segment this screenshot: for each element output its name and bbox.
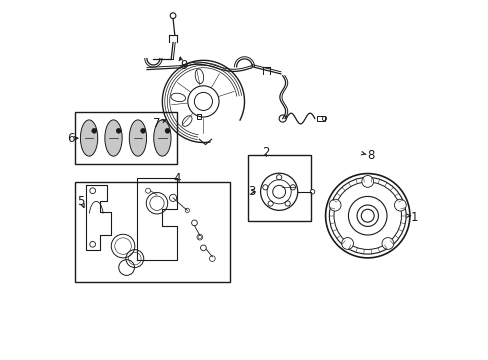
Ellipse shape — [80, 120, 98, 156]
Circle shape — [200, 245, 206, 251]
Circle shape — [341, 238, 353, 249]
Bar — [197, 114, 200, 119]
Circle shape — [361, 209, 373, 222]
Ellipse shape — [129, 120, 146, 156]
Circle shape — [92, 128, 97, 133]
Circle shape — [145, 188, 150, 193]
Bar — [247, 155, 310, 221]
Ellipse shape — [104, 120, 122, 156]
Bar — [316, 116, 324, 121]
Circle shape — [394, 199, 406, 211]
Bar — [75, 182, 230, 282]
Circle shape — [381, 238, 393, 249]
Text: 4: 4 — [173, 172, 180, 185]
Circle shape — [141, 128, 145, 133]
Circle shape — [116, 128, 121, 133]
Circle shape — [361, 176, 373, 187]
Circle shape — [169, 194, 176, 202]
Text: 5: 5 — [78, 195, 85, 208]
Ellipse shape — [153, 120, 171, 156]
Text: 8: 8 — [367, 149, 374, 162]
Circle shape — [328, 199, 340, 211]
Circle shape — [164, 128, 170, 133]
Text: 1: 1 — [409, 211, 417, 224]
Circle shape — [191, 220, 197, 226]
Text: 2: 2 — [262, 146, 269, 159]
Text: 7: 7 — [153, 117, 161, 130]
Text: 3: 3 — [247, 185, 255, 198]
Text: 6: 6 — [67, 132, 75, 145]
Text: 9: 9 — [180, 59, 187, 72]
Circle shape — [279, 115, 285, 122]
Circle shape — [310, 190, 314, 194]
Bar — [75, 112, 176, 164]
